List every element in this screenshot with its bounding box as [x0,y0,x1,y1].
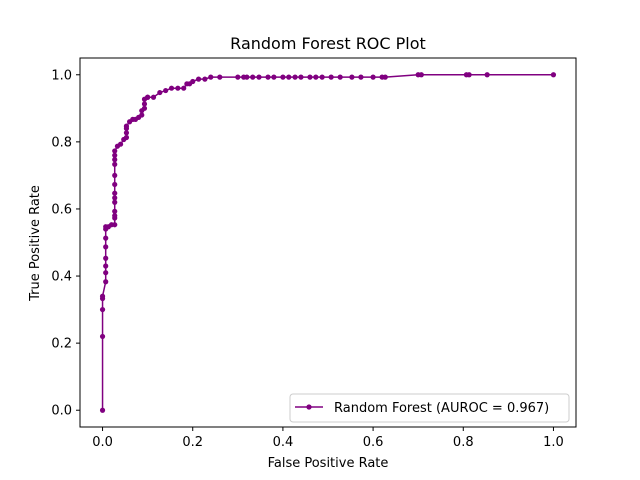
x-tick-label: 0.2 [182,435,203,450]
roc-curve-point [157,89,163,96]
roc-curve-point [141,105,148,111]
y-tick-label: 0.6 [51,202,72,217]
roc-curve-point [112,181,118,188]
chart-title: Random Forest ROC Plot [230,34,426,53]
x-tick-label: 0.4 [273,435,294,450]
roc-curve-point [202,76,208,82]
roc-curve-point [139,112,145,118]
roc-curve-point [190,78,196,85]
roc-curve-point [256,74,262,80]
x-axis-label: False Positive Rate [268,456,389,471]
roc-curve-point [99,333,106,340]
x-tick-label: 1.0 [543,435,564,450]
roc-curve-point [168,85,175,91]
roc-curve-point [99,306,106,313]
y-axis-ticks: 0.0 0.2 0.4 0.6 0.8 1.0 [51,68,80,419]
roc-curve-point [337,74,343,80]
roc-curve-point [112,152,118,158]
roc-curve-point [370,74,376,80]
y-tick-label: 0.4 [51,270,72,285]
roc-curve-point [235,74,241,80]
roc-curve-point [103,244,109,250]
roc-curve-point [265,74,271,80]
roc-curve-point [313,74,319,80]
y-tick-label: 0.8 [51,135,72,150]
roc-curve-point [145,94,151,100]
roc-curve-point [103,270,109,276]
y-tick-label: 1.0 [51,68,72,83]
roc-curve-point [358,74,364,80]
roc-curve-point [298,74,304,80]
roc-curve-point [99,407,106,413]
x-tick-label: 0.8 [453,435,474,450]
legend: Random Forest (AUROC = 0.967) [289,393,570,423]
roc-curve-point [181,85,187,91]
plot-area [99,72,557,413]
roc-curve-point [123,134,130,141]
roc-curve-point [244,74,250,80]
roc-curve-point [550,72,557,78]
roc-curve-point [103,255,109,261]
roc-curve-point [112,172,118,179]
roc-curve-point [103,279,109,285]
roc-curve-point [112,148,118,154]
roc-curve-point [286,74,292,80]
roc-curve-point [175,85,181,91]
roc-curve-point [112,222,118,228]
legend-marker-swatch [306,404,312,410]
roc-curve-point [250,74,256,80]
x-axis-ticks: 0.0 0.2 0.4 0.6 0.8 1.0 [92,427,564,450]
roc-curve-point [117,141,124,147]
roc-curve-point [112,157,118,163]
roc-curve-point [141,101,148,107]
roc-curve-point [103,263,109,269]
legend-box [289,393,570,423]
roc-curve-point [103,235,109,241]
roc-curve-point [271,74,277,80]
plot-frame [79,57,577,428]
roc-curve-point [123,123,130,129]
roc-curve-point [328,74,334,80]
roc-curve-point [217,74,223,80]
roc-curve-point [112,195,118,201]
x-tick-label: 0.6 [363,435,384,450]
roc-curve-point [112,213,118,219]
roc-curve-point [112,208,118,214]
y-axis-label: True Positive Rate [28,185,43,302]
roc-curve-point [112,161,118,167]
roc-curve-point [208,74,214,80]
roc-curve-point [123,130,130,136]
roc-curve-point [280,74,286,80]
roc-curve-point [112,199,118,205]
roc-curve-point [466,72,472,78]
roc-curve-point [292,74,298,80]
roc-curve-point [195,76,202,82]
roc-curve-point [163,87,169,94]
x-tick-label: 0.0 [92,435,113,450]
roc-curve-point [418,72,424,78]
roc-curve-point [112,190,118,196]
y-tick-label: 0.0 [51,404,72,419]
roc-curve-point [349,74,355,80]
roc-curve-point [99,293,106,299]
roc-curve-point [150,94,157,100]
y-tick-label: 0.2 [51,337,72,352]
roc-curve-point [307,74,313,80]
roc-curve-point [382,74,388,80]
legend-entry-label: Random Forest (AUROC = 0.967) [334,401,549,416]
roc-curve-point [319,74,325,80]
roc-curve-point [484,72,490,78]
